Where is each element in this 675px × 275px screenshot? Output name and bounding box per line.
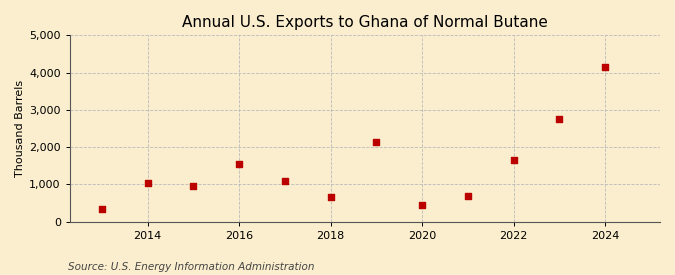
Y-axis label: Thousand Barrels: Thousand Barrels (15, 80, 25, 177)
Point (325, 195, 336, 200)
Title: Annual U.S. Exports to Ghana of Normal Butane: Annual U.S. Exports to Ghana of Normal B… (182, 15, 548, 30)
Point (234, 162, 244, 166)
Point (462, 193, 473, 198)
Point (188, 184, 198, 188)
Point (97, 207, 107, 211)
Point (554, 117, 565, 121)
Point (599, 65, 610, 69)
Point (371, 139, 382, 144)
Point (279, 178, 290, 183)
Point (508, 158, 519, 163)
Point (416, 203, 427, 207)
Text: Source: U.S. Energy Information Administration: Source: U.S. Energy Information Administ… (68, 262, 314, 272)
Point (142, 180, 153, 185)
